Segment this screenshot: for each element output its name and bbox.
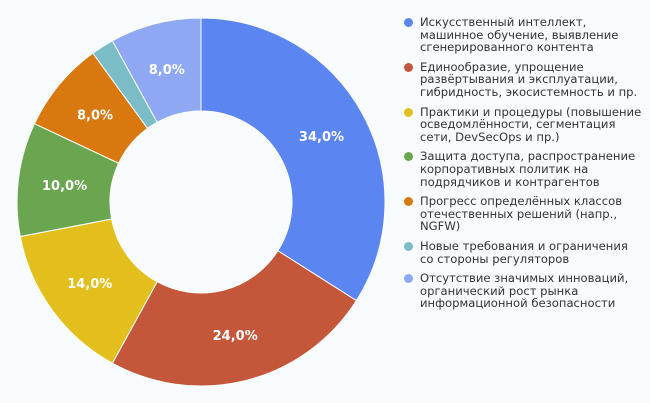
data-label: 34,0% (299, 130, 344, 145)
donut-slice (200, 17, 386, 302)
data-label: 8,0% (149, 63, 185, 78)
data-label: 14,0% (67, 277, 112, 292)
legend: Искусственный интеллект, машинное обучен… (404, 16, 644, 317)
legend-label: Прогресс определённых классов отечествен… (420, 194, 623, 234)
data-label: 24,0% (213, 329, 258, 344)
legend-label: Искусственный интеллект, машинное обучен… (420, 15, 619, 55)
legend-item: Единообразие, упрощение развёртывания и … (404, 59, 644, 99)
donut-slice (111, 17, 202, 123)
legend-item: Прогресс определённых классов отечествен… (404, 195, 644, 233)
legend-label: Единообразие, упрощение развёртывания и … (420, 59, 638, 99)
legend-label: Новые требования и ограничения со сторон… (420, 238, 628, 266)
legend-marker (404, 152, 413, 162)
data-label: 8,0% (77, 108, 113, 123)
legend-marker (404, 107, 413, 117)
legend-item: Новые требования и ограничения со сторон… (404, 240, 644, 265)
legend-marker (404, 18, 413, 27)
legend-item: Защита доступа, распространение корпорат… (404, 150, 644, 188)
legend-item: Отсутствие значимых инноваций, органичес… (404, 272, 644, 310)
donut-slice (111, 250, 358, 387)
legend-item: Практики и процедуры (повышение осведомл… (404, 104, 644, 144)
legend-marker (404, 241, 413, 251)
legend-marker (404, 274, 413, 284)
data-label: 10,0% (42, 179, 87, 194)
donut-chart: 34,0% 24,0% 14,0% 10,0% 8,0% 8,0% (16, 17, 386, 387)
legend-marker (404, 197, 413, 207)
legend-marker (404, 62, 413, 72)
legend-item: Искусственный интеллект, машинное обучен… (404, 16, 644, 54)
legend-label: Отсутствие значимых инноваций, органичес… (420, 271, 629, 311)
legend-label: Практики и процедуры (повышение осведомл… (420, 104, 642, 144)
legend-label: Защита доступа, распространение корпорат… (420, 149, 636, 189)
